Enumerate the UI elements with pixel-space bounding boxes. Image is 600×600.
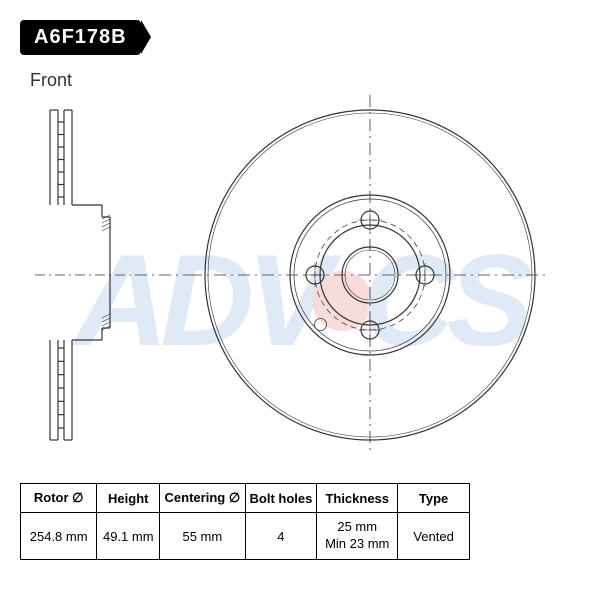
val-type: Vented	[398, 513, 470, 560]
val-height: 49.1 mm	[97, 513, 160, 560]
val-boltholes: 4	[245, 513, 317, 560]
val-rotor: 254.8 mm	[21, 513, 97, 560]
technical-diagram	[20, 95, 580, 455]
position-label: Front	[30, 70, 72, 91]
spec-data-row: 254.8 mm 49.1 mm 55 mm 4 25 mm Min 23 mm…	[21, 513, 470, 560]
content-root: A6F178B Front Rotor ∅ Height Centering ∅…	[0, 0, 600, 600]
part-number-badge: A6F178B	[20, 20, 141, 55]
col-boltholes: Bolt holes	[245, 484, 317, 513]
col-centering: Centering ∅	[160, 484, 245, 513]
col-type: Type	[398, 484, 470, 513]
val-centering: 55 mm	[160, 513, 245, 560]
val-thickness: 25 mm Min 23 mm	[317, 513, 398, 560]
col-height: Height	[97, 484, 160, 513]
col-thickness: Thickness	[317, 484, 398, 513]
col-rotor: Rotor ∅	[21, 484, 97, 513]
spec-header-row: Rotor ∅ Height Centering ∅ Bolt holes Th…	[21, 484, 470, 513]
spec-table: Rotor ∅ Height Centering ∅ Bolt holes Th…	[20, 483, 470, 560]
